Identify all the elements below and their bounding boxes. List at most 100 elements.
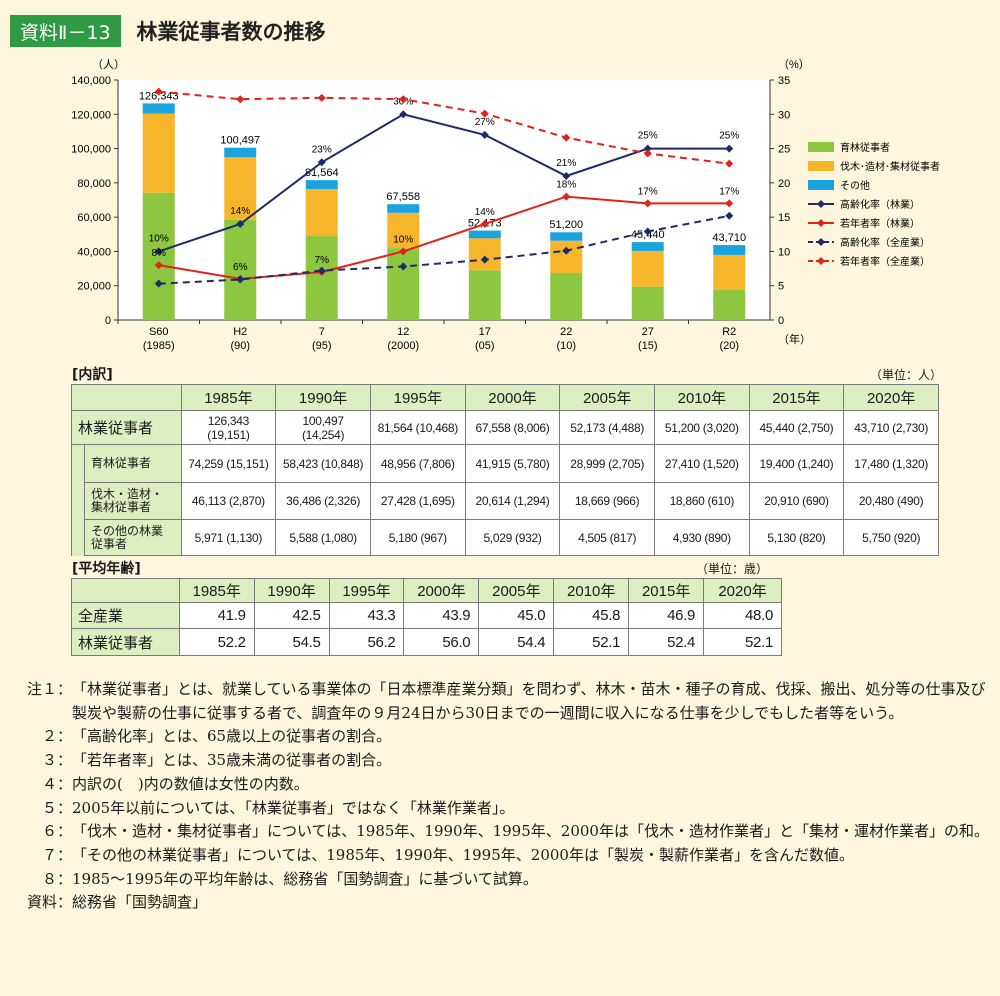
table-cell: 46.9 bbox=[628, 602, 705, 629]
row-label: 林業従事者 bbox=[71, 628, 180, 656]
bar-segment bbox=[550, 273, 583, 320]
x-tick-label-sub: (2000) bbox=[387, 340, 419, 352]
series-line bbox=[158, 113, 730, 253]
series-data-label: 8% bbox=[152, 248, 167, 259]
series-point bbox=[643, 149, 652, 158]
series-point bbox=[154, 261, 163, 270]
x-tick-label: 7 bbox=[319, 326, 325, 338]
table-cell: 52.2 bbox=[178, 628, 255, 656]
legend-label: 高齢化率（林業） bbox=[840, 198, 920, 211]
table-cell: 27,428 (1,695) bbox=[369, 482, 466, 520]
series-data-label: 10% bbox=[149, 233, 169, 244]
row-label: 全産業 bbox=[71, 602, 180, 629]
row-label: その他の林業 従事者 bbox=[84, 519, 182, 556]
y-tick-label-right: 25 bbox=[778, 144, 790, 156]
table-cell: 45.0 bbox=[478, 602, 555, 629]
series-point bbox=[643, 144, 652, 153]
x-tick-label: R2 bbox=[722, 326, 736, 338]
series-point bbox=[562, 192, 571, 201]
breakdown-header-row: 1985年 1990年 1995年 2000年 2005年 2010年 2015… bbox=[71, 384, 939, 411]
series-point bbox=[317, 266, 326, 275]
series-data-label: 17% bbox=[719, 186, 739, 197]
year-header: 2015年 bbox=[628, 578, 705, 603]
table-row: 伐木・造材・ 集材従事者 46,113 (2,870) 36,486 (2,32… bbox=[72, 482, 939, 520]
bar-segment bbox=[142, 103, 175, 114]
table-cell: 18,860 (610) bbox=[653, 482, 750, 520]
series-data-label: 6% bbox=[233, 262, 248, 273]
legend-marker bbox=[817, 219, 825, 227]
legend-swatch bbox=[808, 180, 834, 190]
bar-segment bbox=[142, 113, 175, 193]
series-point bbox=[236, 95, 245, 104]
note-item: ８： 1985～1995年の平均年齢は、総務省「国勢調査」に基づいて試算。 bbox=[18, 868, 993, 892]
table-cell: 20,614 (1,294) bbox=[464, 482, 561, 520]
table-cell: 4,930 (890) bbox=[653, 519, 750, 556]
series-point bbox=[725, 211, 734, 220]
year-header: 1990年 bbox=[275, 384, 371, 411]
table-cell: 45,440 (2,750) bbox=[748, 410, 845, 445]
series-point bbox=[562, 172, 571, 180]
table-row: 林業従事者 52.2 54.5 56.2 56.0 54.4 52.1 52.4… bbox=[71, 628, 782, 656]
table-cell: 48.0 bbox=[703, 602, 782, 629]
x-tick-label: S60 bbox=[149, 326, 169, 338]
x-tick-label: 22 bbox=[560, 326, 572, 338]
y-tick-label-left: 120,000 bbox=[71, 109, 111, 121]
note-item: ６： 「伐木・造材・集材従事者」については、1985年、1990年、1995年、2… bbox=[18, 820, 993, 844]
y-tick-label-right: 30 bbox=[778, 109, 790, 121]
table-cell: 48,956 (7,806) bbox=[369, 444, 466, 483]
y-tick-label-right: 5 bbox=[778, 281, 784, 293]
bar-segment bbox=[713, 254, 746, 291]
note-text: 内訳の( )内の数値は女性の内数。 bbox=[72, 774, 309, 793]
y-tick-label-left: 0 bbox=[105, 315, 111, 327]
average-age-table: 1985年 1990年 1995年 2000年 2005年 2010年 2015… bbox=[71, 578, 782, 656]
series-data-label: 17% bbox=[638, 186, 658, 197]
year-header: 2005年 bbox=[478, 578, 555, 603]
breakdown-unit: （単位：人） bbox=[870, 368, 943, 382]
table-cell: 20,480 (490) bbox=[843, 482, 939, 520]
bar-segment bbox=[305, 180, 338, 190]
y-tick-label-right: 15 bbox=[778, 212, 790, 224]
bar-segment bbox=[713, 290, 746, 320]
table-row: その他の林業 従事者 5,971 (1,130) 5,588 (1,080) 5… bbox=[72, 519, 939, 556]
table-cell: 41.9 bbox=[178, 602, 255, 629]
y-tick-label-right: 0 bbox=[778, 315, 784, 327]
series-point bbox=[399, 262, 408, 271]
bar-segment bbox=[387, 248, 420, 320]
bar-segment bbox=[468, 230, 501, 239]
table-cell: 51,200 (3,020) bbox=[653, 410, 750, 445]
plot-area bbox=[118, 80, 770, 320]
table-cell: 19,400 (1,240) bbox=[748, 444, 845, 483]
note-text: 1985～1995年の平均年齢は、総務省「国勢調査」に基づいて試算。 bbox=[72, 869, 538, 888]
x-tick-label: 27 bbox=[642, 326, 654, 338]
table-cell: 52,173 (4,488) bbox=[559, 410, 655, 445]
year-header: 1985年 bbox=[180, 384, 277, 411]
bar-segment bbox=[713, 245, 746, 255]
table-cell: 52.1 bbox=[703, 628, 782, 656]
year-header: 2005年 bbox=[559, 384, 655, 411]
series-point bbox=[643, 199, 652, 208]
series-data-label: 14% bbox=[230, 206, 250, 217]
table-cell: 27,410 (1,520) bbox=[653, 444, 750, 483]
series-data-label: 14% bbox=[475, 207, 495, 218]
note-key: ６： bbox=[41, 822, 72, 841]
x-tick-label: H2 bbox=[233, 326, 247, 338]
x-tick-label: 12 bbox=[397, 326, 409, 338]
year-header: 1995年 bbox=[328, 578, 405, 603]
bar-segment bbox=[631, 250, 664, 287]
x-axis-unit: （年） bbox=[778, 332, 811, 346]
table-cell: 45.8 bbox=[553, 602, 630, 629]
table-cell: 5,588 (1,080) bbox=[275, 519, 371, 556]
bar-total-label: 51,200 bbox=[549, 219, 583, 231]
bar-segment bbox=[305, 236, 338, 320]
series-point bbox=[480, 109, 489, 118]
x-tick-label-sub: (90) bbox=[230, 340, 250, 352]
y-tick-label-right: 10 bbox=[778, 246, 790, 258]
series-data-label: 10% bbox=[393, 234, 413, 245]
table-cell: 5,971 (1,130) bbox=[180, 519, 277, 556]
note-text: 総務省「国勢調査」 bbox=[72, 893, 208, 912]
series-point bbox=[643, 227, 652, 236]
table-cell: 100,497 (14,254) bbox=[275, 410, 371, 445]
legend-marker bbox=[817, 200, 825, 208]
legend-label: 育林従事者 bbox=[840, 141, 890, 154]
year-header: 2000年 bbox=[464, 384, 561, 411]
